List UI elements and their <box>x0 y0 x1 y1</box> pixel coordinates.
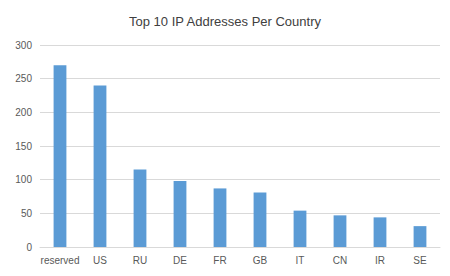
svg-text:250: 250 <box>15 73 32 84</box>
svg-text:US: US <box>93 255 107 266</box>
svg-text:SE: SE <box>413 255 427 266</box>
svg-text:200: 200 <box>15 107 32 118</box>
svg-text:Top 10 IP Addresses Per Countr: Top 10 IP Addresses Per Country <box>129 14 321 29</box>
svg-text:CN: CN <box>333 255 347 266</box>
svg-text:300: 300 <box>15 40 32 51</box>
svg-text:IR: IR <box>375 255 385 266</box>
svg-text:50: 50 <box>21 208 33 219</box>
svg-text:150: 150 <box>15 141 32 152</box>
svg-text:reserved: reserved <box>41 255 80 266</box>
svg-text:FR: FR <box>213 255 226 266</box>
svg-text:GB: GB <box>253 255 268 266</box>
svg-text:RU: RU <box>133 255 147 266</box>
svg-text:100: 100 <box>15 174 32 185</box>
svg-text:0: 0 <box>26 242 32 253</box>
svg-text:IT: IT <box>296 255 305 266</box>
svg-text:DE: DE <box>173 255 187 266</box>
